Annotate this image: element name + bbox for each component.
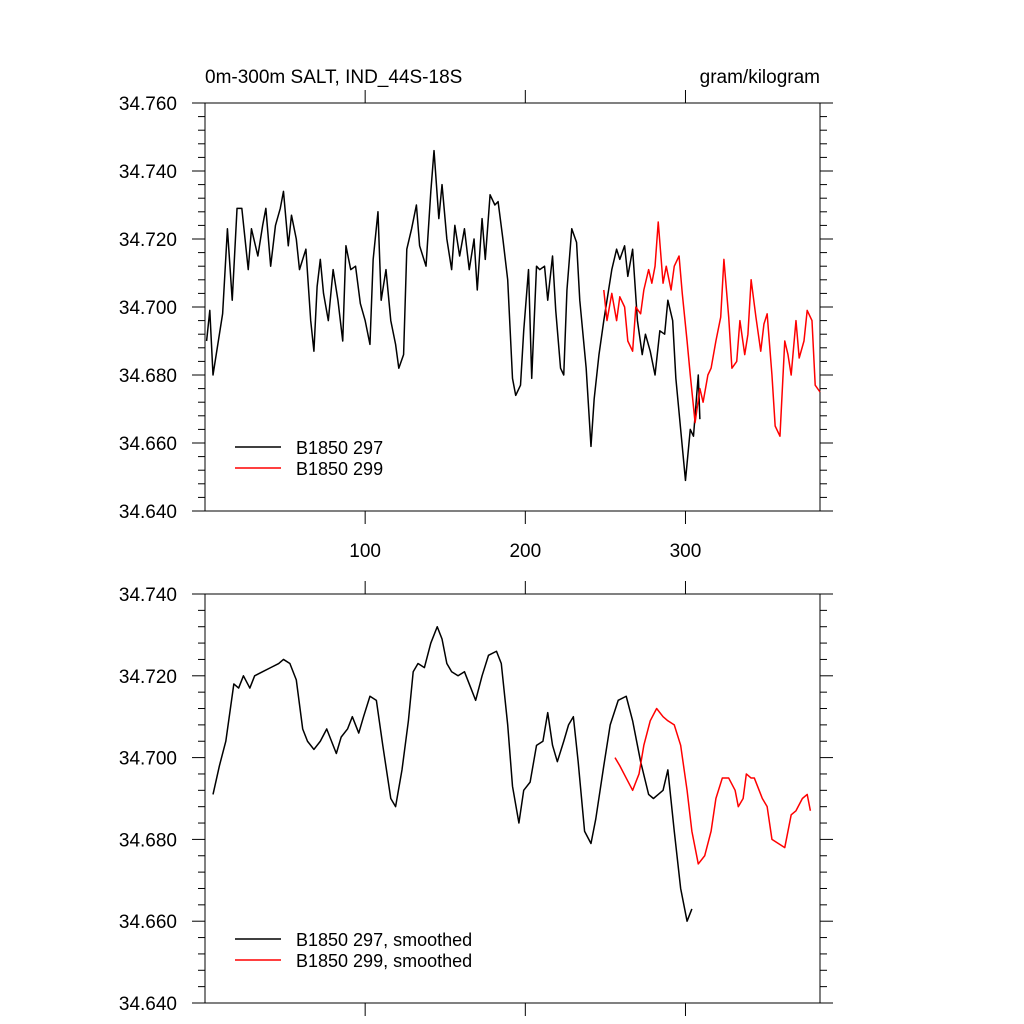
series-line xyxy=(212,625,693,922)
y-tick-label: 34.660 xyxy=(119,434,177,455)
y-tick-label: 34.640 xyxy=(119,502,177,523)
y-tick-label: 34.640 xyxy=(119,994,177,1015)
x-tick-label: 200 xyxy=(509,541,541,562)
y-tick-label: 34.680 xyxy=(119,366,177,387)
legend-label: B1850 299, smoothed xyxy=(296,951,472,971)
y-tick-label: 34.760 xyxy=(119,94,177,115)
y-tick-label: 34.700 xyxy=(119,298,177,319)
series-line xyxy=(603,221,821,437)
y-tick-label: 34.660 xyxy=(119,912,177,933)
series-line xyxy=(614,707,812,865)
x-tick-label: 300 xyxy=(670,541,702,562)
chart-title: 0m-300m SALT, IND_44S-18S xyxy=(205,67,462,88)
legend-label: B1850 299 xyxy=(296,459,383,479)
plot-frame xyxy=(204,593,821,1004)
x-tick-label: 100 xyxy=(349,541,381,562)
y-tick-label: 34.700 xyxy=(119,749,177,770)
y-tick-label: 34.740 xyxy=(119,585,177,606)
legend-label: B1850 297 xyxy=(296,438,383,458)
y-tick-label: 34.740 xyxy=(119,162,177,183)
y-tick-label: 34.720 xyxy=(119,667,177,688)
y-tick-label: 34.720 xyxy=(119,230,177,251)
series-line xyxy=(205,149,701,482)
units-label: gram/kilogram xyxy=(700,67,820,88)
legend-label: B1850 297, smoothed xyxy=(296,930,472,950)
y-tick-label: 34.680 xyxy=(119,830,177,851)
